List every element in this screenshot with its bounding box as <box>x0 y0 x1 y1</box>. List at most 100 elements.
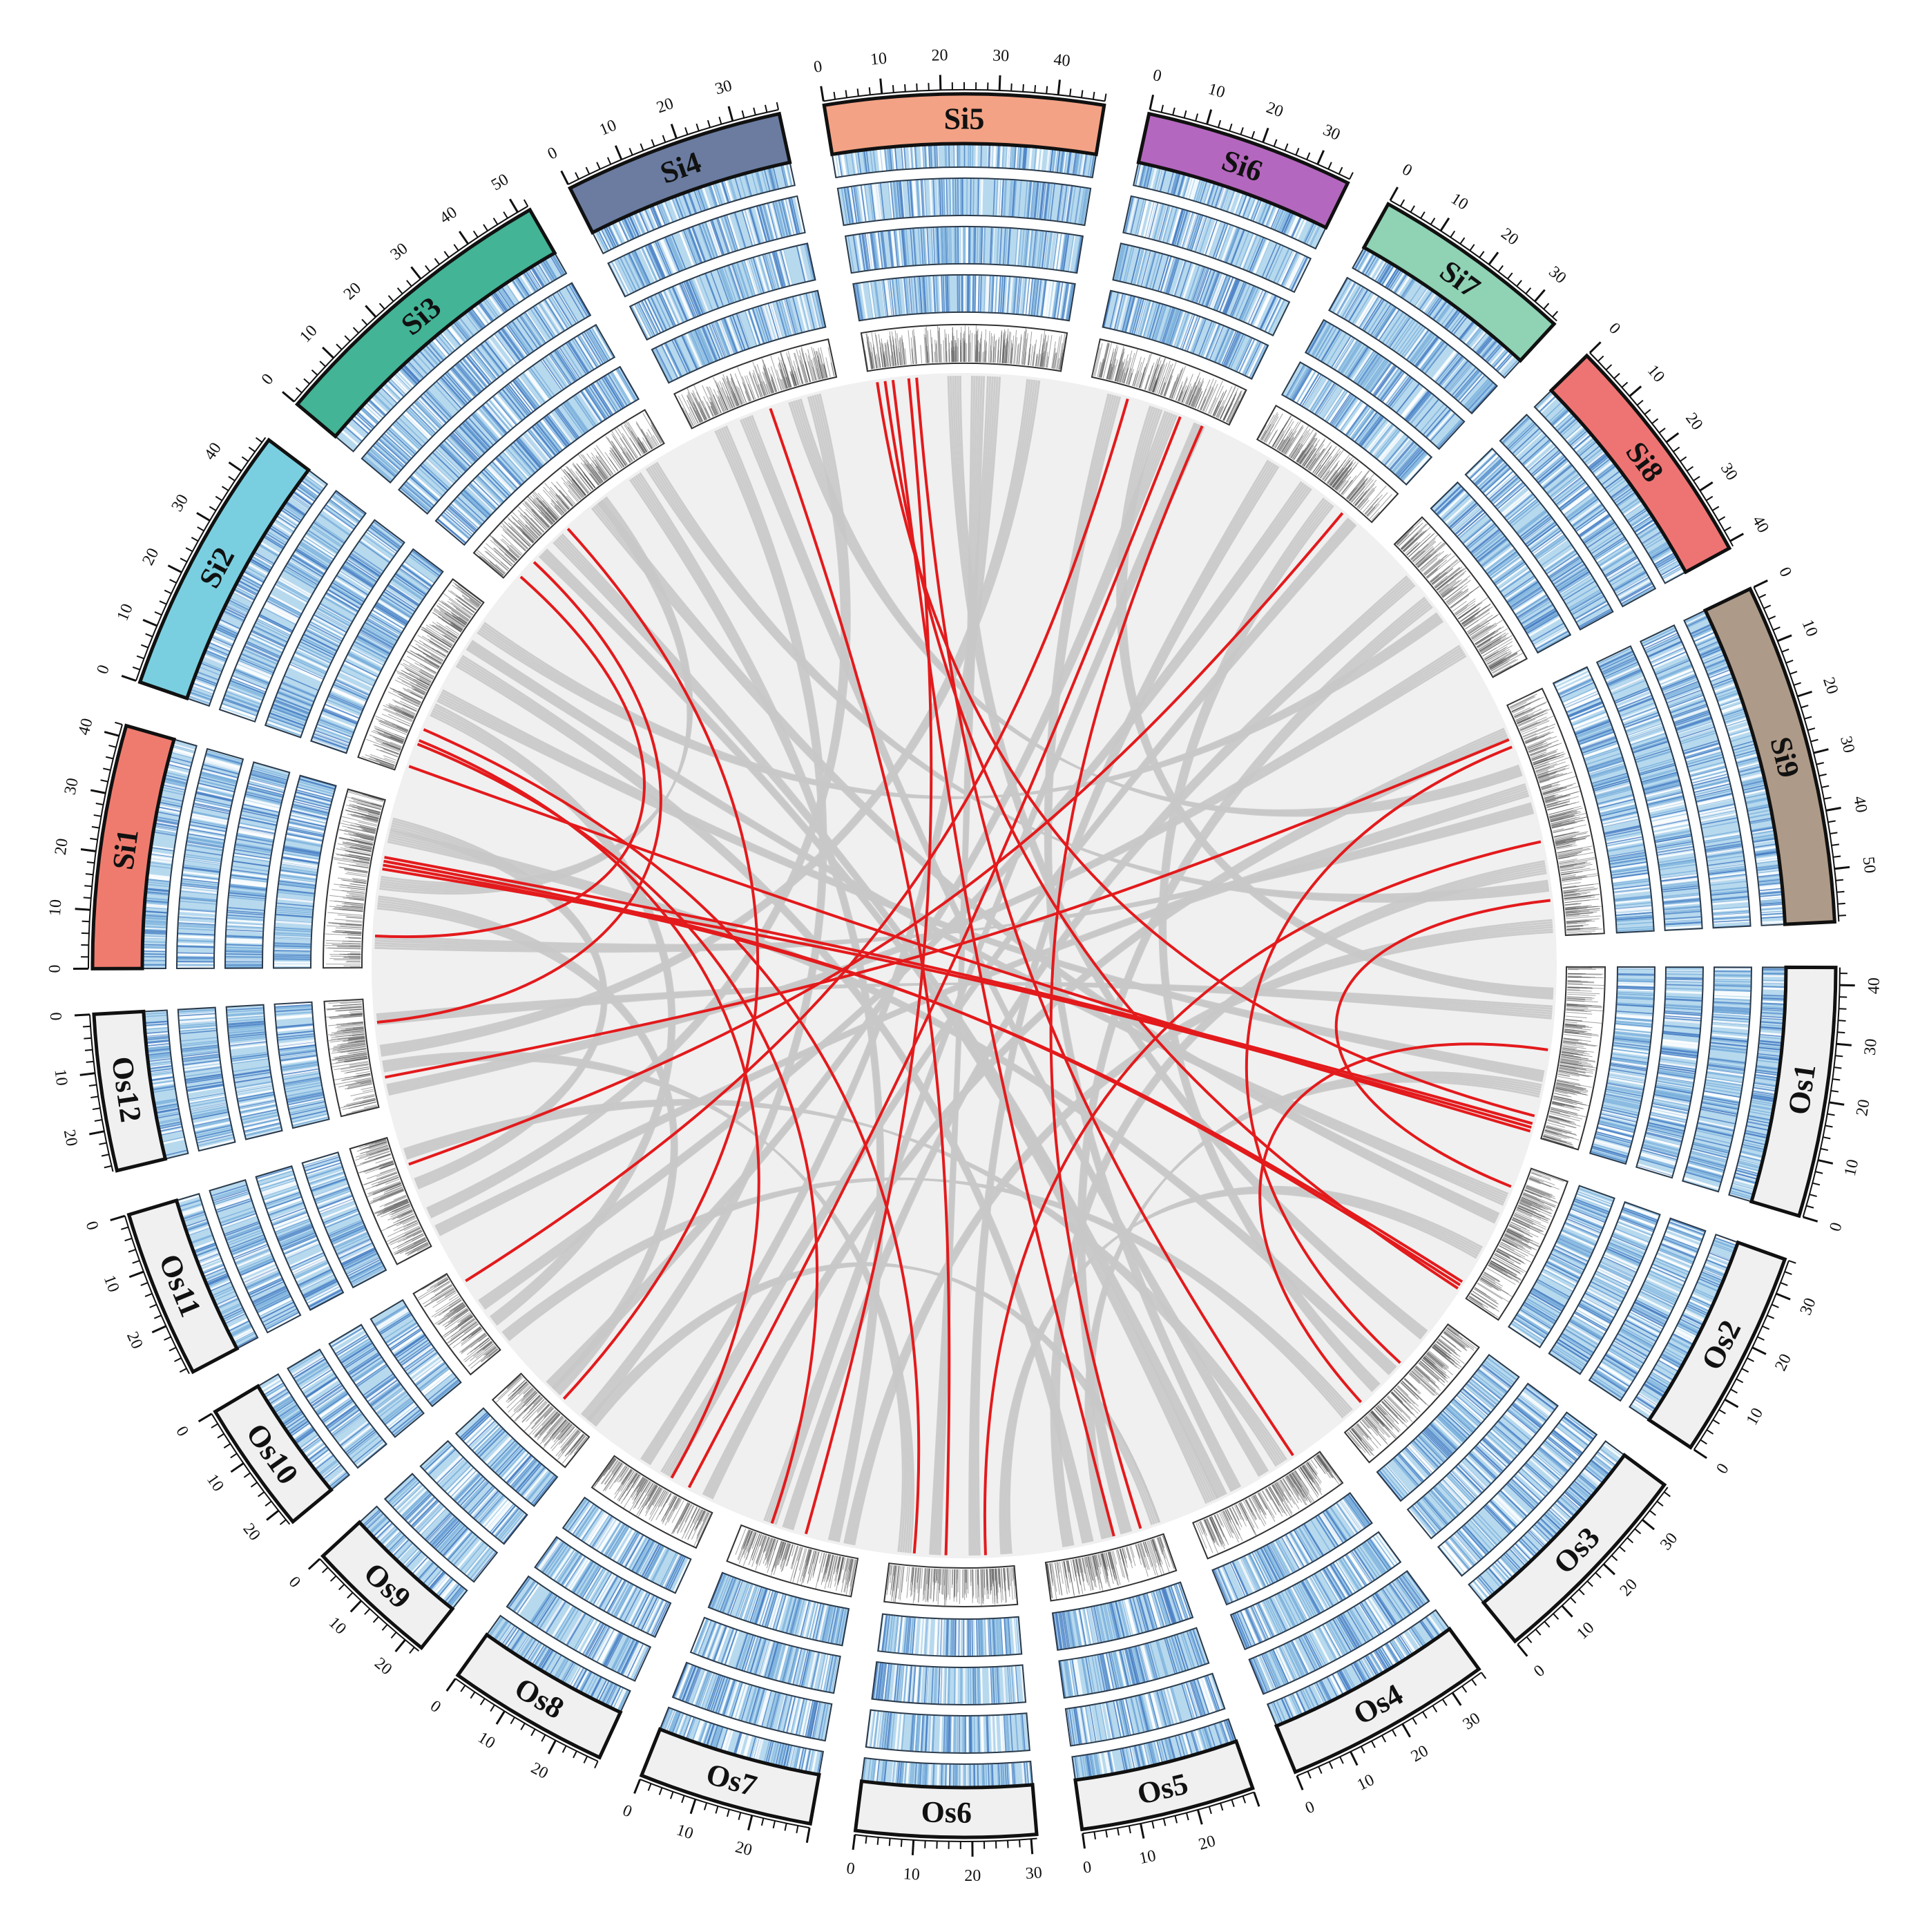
density-tick <box>333 908 363 912</box>
heatmap-stripe <box>227 911 264 916</box>
heatmap-stripe <box>227 918 264 921</box>
heatmap-stripe <box>279 880 316 886</box>
heatmap-stripe <box>233 855 270 863</box>
heatmap-stripe <box>296 791 332 802</box>
heatmap-stripe <box>280 869 317 876</box>
density-tick <box>353 879 367 882</box>
heatmap-stripe <box>245 795 281 805</box>
heatmap-stripe <box>233 861 269 868</box>
heatmap-stripe <box>974 227 977 264</box>
heatmap-stripe <box>283 852 319 860</box>
heatmap-stripe <box>298 781 334 792</box>
heatmap-stripe <box>287 829 323 837</box>
heatmap-stripe <box>276 908 313 912</box>
density-tick <box>360 847 372 850</box>
density-tick <box>347 872 367 876</box>
density-tick <box>350 889 365 892</box>
heatmap-stripe <box>289 822 325 832</box>
background-link <box>1092 1071 1542 1538</box>
heatmap-stripe <box>980 179 983 216</box>
heatmap-stripe <box>250 776 285 787</box>
density-tick <box>352 877 367 881</box>
heatmap-stripe <box>281 861 318 870</box>
background-link <box>1008 1185 1483 1554</box>
heatmap-stripe <box>952 179 954 216</box>
highlighted-link <box>376 561 662 1024</box>
heatmap-stripe <box>290 816 326 826</box>
background-link <box>845 921 1553 1544</box>
background-link <box>705 731 1507 1498</box>
heatmap-stripe <box>287 830 323 838</box>
heatmap-stripe <box>253 765 288 777</box>
heatmap-stripe <box>229 890 266 895</box>
density-tick <box>334 883 366 889</box>
heatmap-stripe <box>226 957 262 959</box>
density-tick <box>358 821 377 827</box>
heatmap-stripe <box>244 797 280 808</box>
heatmap-stripe <box>248 784 284 795</box>
highlighted-link <box>804 378 933 1535</box>
density-tick <box>358 859 370 862</box>
background-link <box>377 902 675 1392</box>
heatmap-stripe <box>287 832 323 841</box>
background-link <box>799 399 1523 817</box>
highlighted-link <box>1334 899 1551 1188</box>
heatmap-stripe <box>278 892 314 897</box>
heatmap-stripe <box>226 950 262 953</box>
heatmap-stripe <box>291 813 327 823</box>
density-tick <box>350 836 374 843</box>
density-tick <box>337 862 369 868</box>
heatmap-stripe <box>293 803 329 813</box>
heatmap-stripe <box>274 949 311 952</box>
heatmap-stripe <box>294 798 330 809</box>
heatmap-stripe <box>280 868 317 875</box>
density-tick <box>347 827 376 834</box>
density-tick <box>353 859 370 864</box>
density-tick <box>340 823 376 832</box>
background-link <box>1053 865 1546 1547</box>
background-link <box>707 734 1508 1498</box>
heatmap-stripe <box>234 852 270 859</box>
density-tick <box>368 814 380 818</box>
density-tick <box>360 837 374 841</box>
highlighted-link <box>408 512 1344 1166</box>
heatmap-stripe <box>275 932 311 935</box>
heatmap-stripe <box>274 934 311 937</box>
heatmap-stripe <box>294 801 329 811</box>
density-tick <box>336 946 361 948</box>
background-link <box>379 379 1029 1047</box>
highlighted-link <box>418 739 760 1479</box>
heatmap-stripe <box>226 940 262 944</box>
background-link <box>600 499 1500 1215</box>
density-tick <box>349 898 365 901</box>
background-link <box>791 584 1416 1531</box>
density-tick <box>345 921 363 923</box>
heatmap-stripe <box>939 276 943 312</box>
heatmap-stripe <box>280 871 316 879</box>
density-tick <box>339 924 362 927</box>
density-tick <box>351 796 383 806</box>
highlighted-link <box>1245 745 1513 1364</box>
density-tick <box>348 854 371 859</box>
heatmap-stripe <box>972 227 975 264</box>
heatmap-stripe <box>230 885 267 891</box>
heatmap-stripe <box>242 808 278 817</box>
density-tick <box>334 932 362 935</box>
heatmap-stripe <box>280 874 316 881</box>
density-tick <box>342 842 372 850</box>
density-tick <box>368 796 384 801</box>
heatmap-stripe <box>177 935 214 939</box>
background-link <box>1055 867 1546 1547</box>
density-tick <box>327 921 363 926</box>
heatmap-stripe <box>275 926 311 930</box>
density-tick <box>351 905 364 908</box>
density-tick <box>357 806 381 814</box>
density-tick <box>338 829 375 838</box>
heatmap-stripe <box>226 950 262 953</box>
heatmap-stripe <box>284 846 320 854</box>
density-tick <box>361 815 378 821</box>
density-tick <box>327 912 363 916</box>
background-link <box>380 379 1031 1049</box>
density-tick <box>344 869 368 874</box>
density-tick <box>352 804 381 813</box>
